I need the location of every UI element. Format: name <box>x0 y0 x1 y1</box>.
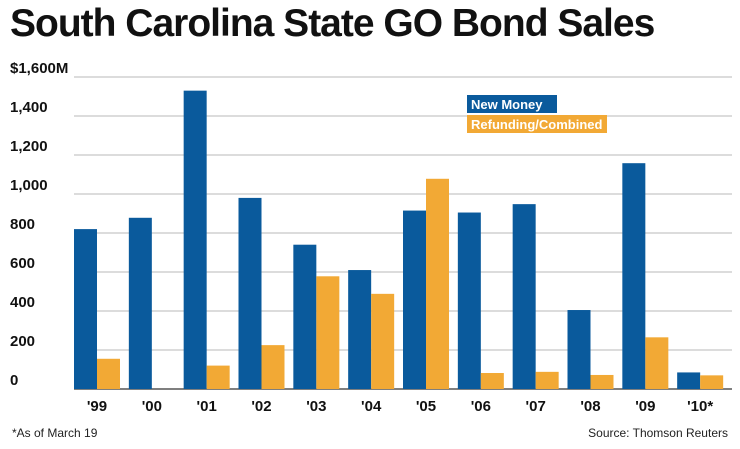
bar-new-money <box>128 217 152 389</box>
bar-new-money <box>457 212 481 389</box>
x-tick-label: '07 <box>526 398 546 415</box>
y-tick-label: 1,000 <box>10 177 48 194</box>
y-tick-label: 1,400 <box>10 99 48 116</box>
y-tick-label: 800 <box>10 216 35 233</box>
bar-refunding <box>97 358 120 389</box>
x-tick-label: '02 <box>251 398 271 415</box>
bar-new-money <box>403 210 426 389</box>
x-tick-label: '10* <box>687 398 713 415</box>
x-tick-label: '99 <box>87 398 107 415</box>
bar-refunding <box>590 374 614 389</box>
bar-refunding <box>700 375 724 389</box>
bars <box>74 90 724 390</box>
x-tick-label: '05 <box>416 398 436 415</box>
y-tick-label: 1,200 <box>10 138 48 155</box>
bar-refunding <box>261 345 285 389</box>
x-tick-label: '06 <box>471 398 491 415</box>
bar-refunding <box>426 178 449 389</box>
bar-refunding <box>645 337 669 389</box>
bar-refunding <box>535 371 559 389</box>
bar-new-money <box>567 310 591 389</box>
x-tick-label: '09 <box>635 398 655 415</box>
legend: New Money Refunding/Combined <box>467 95 607 133</box>
y-tick-label: 400 <box>10 294 35 311</box>
x-axis-ticks: '99 '00 '01 '02 '03 '04 '05 '06 '07 '08 '09 '10* <box>87 398 714 415</box>
y-tick-label: $1,600M <box>10 60 68 77</box>
y-axis-ticks: 0 200 400 600 800 1,000 1,200 1,400 $1,600M <box>10 60 68 389</box>
bar-new-money <box>183 90 207 390</box>
bar-refunding <box>316 276 340 389</box>
x-tick-label: '00 <box>142 398 162 415</box>
bar-refunding <box>480 373 504 389</box>
legend-label: New Money <box>471 97 543 112</box>
bar-new-money <box>293 244 317 389</box>
legend-label: Refunding/Combined <box>471 117 602 132</box>
chart-title: South Carolina State GO Bond Sales <box>10 2 655 45</box>
y-tick-label: 0 <box>10 372 18 389</box>
bar-new-money <box>238 197 262 389</box>
source-credit: Source: Thomson Reuters <box>588 426 728 440</box>
x-tick-label: '03 <box>306 398 326 415</box>
x-tick-label: '01 <box>197 398 217 415</box>
x-tick-label: '04 <box>361 398 382 415</box>
bar-new-money <box>512 204 536 389</box>
bar-refunding <box>371 293 395 389</box>
legend-swatch <box>467 115 607 133</box>
x-tick-label: '08 <box>580 398 600 415</box>
bar-new-money <box>622 163 646 389</box>
legend-swatch <box>467 95 557 113</box>
bar-new-money <box>348 270 372 389</box>
y-tick-label: 600 <box>10 255 35 272</box>
bar-new-money <box>74 229 97 389</box>
footnote: *As of March 19 <box>12 426 98 440</box>
y-tick-label: 200 <box>10 333 35 350</box>
bar-refunding <box>206 365 230 389</box>
bar-new-money <box>677 372 701 389</box>
